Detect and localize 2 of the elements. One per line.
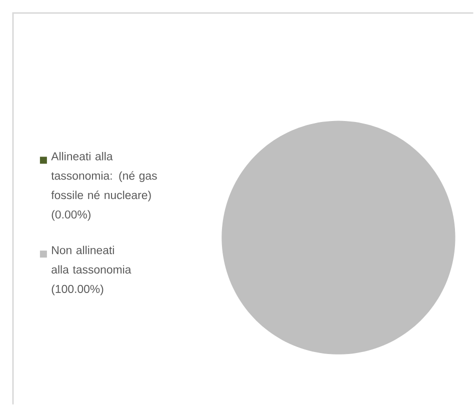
legend-label: Allineati alla tassonomia: (né gas fossile né nucleare) (0.00%) bbox=[51, 152, 157, 221]
legend-label: Non allineati alla tassonomia (100.00%) bbox=[52, 246, 132, 296]
